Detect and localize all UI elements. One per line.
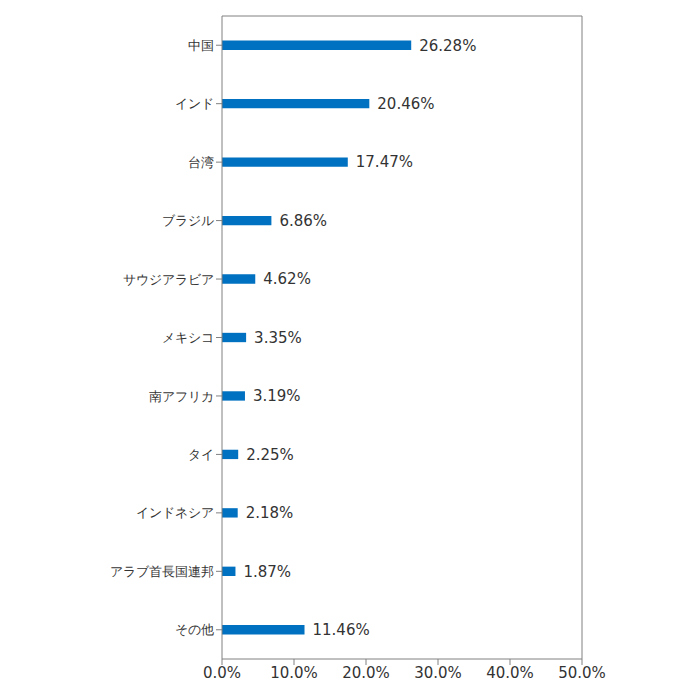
- svg-text:サウジアラビア: サウジアラビア: [123, 272, 214, 287]
- svg-text:11.46%: 11.46%: [313, 621, 370, 639]
- svg-text:インド: インド: [175, 96, 214, 111]
- svg-text:6.86%: 6.86%: [279, 212, 327, 230]
- svg-text:2.25%: 2.25%: [246, 446, 294, 464]
- svg-text:南アフリカ: 南アフリカ: [149, 389, 214, 404]
- svg-text:20.0%: 20.0%: [342, 664, 390, 682]
- svg-text:メキシコ: メキシコ: [162, 330, 214, 345]
- svg-text:17.47%: 17.47%: [356, 153, 413, 171]
- svg-text:0.0%: 0.0%: [203, 664, 241, 682]
- svg-text:3.35%: 3.35%: [254, 329, 302, 347]
- svg-text:26.28%: 26.28%: [419, 37, 476, 55]
- svg-text:中国: 中国: [188, 38, 214, 53]
- svg-text:30.0%: 30.0%: [414, 664, 462, 682]
- svg-text:その他: その他: [175, 622, 214, 637]
- svg-text:40.0%: 40.0%: [486, 664, 534, 682]
- svg-text:20.46%: 20.46%: [377, 95, 434, 113]
- svg-text:1.87%: 1.87%: [243, 563, 291, 581]
- svg-text:3.19%: 3.19%: [253, 387, 301, 405]
- svg-text:タイ: タイ: [188, 447, 214, 462]
- svg-text:アラブ首長国連邦: アラブ首長国連邦: [110, 564, 214, 579]
- svg-text:インドネシア: インドネシア: [136, 505, 214, 520]
- svg-text:50.0%: 50.0%: [558, 664, 606, 682]
- svg-text:10.0%: 10.0%: [270, 664, 318, 682]
- svg-text:台湾: 台湾: [188, 155, 214, 170]
- svg-text:4.62%: 4.62%: [263, 270, 311, 288]
- svg-text:ブラジル: ブラジル: [162, 213, 214, 228]
- svg-text:2.18%: 2.18%: [246, 504, 294, 522]
